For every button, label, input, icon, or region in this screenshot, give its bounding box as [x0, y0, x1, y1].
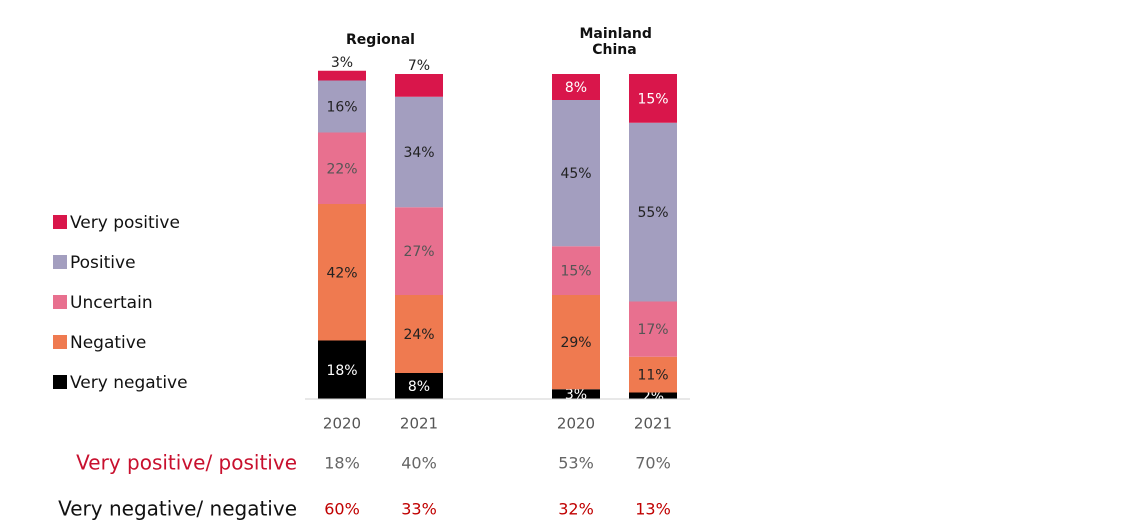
bar-label: 2%	[642, 389, 664, 405]
legend-label: Negative	[70, 333, 146, 353]
bar-segment	[629, 122, 677, 302]
bar-segment	[395, 207, 443, 295]
summary-value: 40%	[401, 454, 437, 473]
legend-swatch	[53, 215, 67, 229]
bar-segment	[552, 246, 600, 295]
bar-label: 15%	[637, 91, 668, 107]
x-tick-label: 2021	[400, 415, 438, 433]
bar-segment	[395, 96, 443, 208]
bar-segment	[629, 356, 677, 393]
bar-label: 15%	[560, 264, 591, 280]
bar-segment	[318, 132, 366, 204]
bar-label: 8%	[565, 80, 587, 96]
bar-label: 17%	[637, 322, 668, 338]
bar-segment	[552, 74, 600, 100]
bar-label: 11%	[637, 368, 668, 384]
bar-label: 3%	[331, 55, 353, 71]
bar-segment	[629, 301, 677, 357]
bar-segment	[629, 74, 677, 123]
bar-label: 16%	[326, 100, 357, 116]
bar-segment	[395, 373, 443, 399]
bar-label: 45%	[560, 166, 591, 182]
bar-segment	[552, 295, 600, 390]
legend-swatch	[53, 335, 67, 349]
bar-label: 27%	[403, 244, 434, 260]
bar-segment	[552, 100, 600, 247]
bar-label: 24%	[403, 327, 434, 343]
bar-segment	[395, 74, 443, 97]
bar-label: 22%	[326, 161, 357, 177]
bar-label: 42%	[326, 265, 357, 281]
summary-value: 60%	[324, 500, 360, 519]
summary-value: 32%	[558, 500, 594, 519]
bar-label: 29%	[560, 335, 591, 351]
x-tick-label: 2020	[323, 415, 361, 433]
legend-swatch	[53, 295, 67, 309]
legend-label: Very negative	[70, 373, 188, 393]
bar-segment	[629, 392, 677, 399]
bar-segment	[318, 80, 366, 133]
summary-label: Very positive/ positive	[76, 451, 297, 475]
bar-segment	[318, 70, 366, 81]
summary-label: Very negative/ negative	[58, 497, 297, 521]
bar-segment	[318, 340, 366, 399]
group-title: Regional	[346, 32, 415, 48]
x-tick-label: 2021	[634, 415, 672, 433]
bar-segment	[552, 389, 600, 399]
summary-value: 70%	[635, 454, 671, 473]
bar-segment	[318, 204, 366, 341]
legend-label: Positive	[70, 253, 136, 273]
summary-value: 18%	[324, 454, 360, 473]
bar-label: 55%	[637, 205, 668, 221]
legend-swatch	[53, 375, 67, 389]
bar-segment	[395, 295, 443, 373]
summary-value: 13%	[635, 500, 671, 519]
bar-label: 3%	[565, 387, 587, 403]
summary-value: 33%	[401, 500, 437, 519]
bar-label: 8%	[408, 379, 430, 395]
group-title: Mainland China	[579, 26, 652, 58]
x-tick-label: 2020	[557, 415, 595, 433]
bar-label: 18%	[326, 363, 357, 379]
summary-value: 53%	[558, 454, 594, 473]
bar-label: 7%	[408, 58, 430, 74]
legend-swatch	[53, 255, 67, 269]
bar-label: 34%	[403, 145, 434, 161]
legend-label: Uncertain	[70, 293, 153, 313]
legend-label: Very positive	[70, 213, 180, 233]
